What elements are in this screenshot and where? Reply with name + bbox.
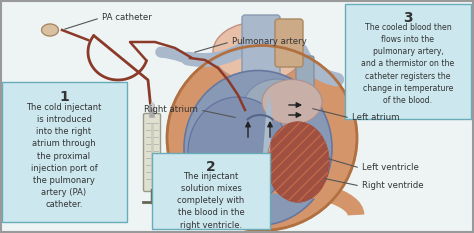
FancyBboxPatch shape bbox=[345, 4, 471, 119]
Text: Left ventricle: Left ventricle bbox=[362, 164, 419, 172]
Text: 1: 1 bbox=[59, 90, 69, 104]
Text: 2: 2 bbox=[206, 160, 216, 174]
FancyBboxPatch shape bbox=[144, 113, 161, 192]
Text: Right atrium: Right atrium bbox=[144, 106, 198, 114]
FancyBboxPatch shape bbox=[152, 153, 270, 229]
Ellipse shape bbox=[188, 97, 288, 207]
FancyBboxPatch shape bbox=[296, 56, 314, 95]
Ellipse shape bbox=[184, 71, 332, 226]
FancyBboxPatch shape bbox=[298, 90, 314, 124]
FancyBboxPatch shape bbox=[2, 82, 127, 222]
Text: Left atrium: Left atrium bbox=[352, 113, 400, 123]
Polygon shape bbox=[262, 90, 272, 185]
Polygon shape bbox=[42, 24, 58, 36]
Ellipse shape bbox=[262, 79, 322, 124]
Text: Pulmonary artery: Pulmonary artery bbox=[232, 38, 307, 47]
Ellipse shape bbox=[267, 122, 329, 202]
FancyArrowPatch shape bbox=[188, 49, 243, 60]
Text: The injectant
solution mixes
completely with
the blood in the
right ventricle.: The injectant solution mixes completely … bbox=[177, 172, 245, 230]
Ellipse shape bbox=[213, 22, 303, 82]
Text: 3: 3 bbox=[403, 11, 413, 25]
Text: The cold injectant
is introduced
into the right
atrium through
the proximal
inje: The cold injectant is introduced into th… bbox=[27, 103, 102, 209]
FancyArrowPatch shape bbox=[301, 51, 337, 80]
Text: The cooled blood then
flows into the
pulmonary artery,
and a thermistor on the
c: The cooled blood then flows into the pul… bbox=[361, 23, 455, 105]
Ellipse shape bbox=[244, 79, 312, 131]
Text: PA catheter: PA catheter bbox=[102, 13, 152, 21]
FancyBboxPatch shape bbox=[242, 15, 280, 76]
Ellipse shape bbox=[167, 45, 357, 230]
FancyArrowPatch shape bbox=[161, 52, 182, 57]
FancyBboxPatch shape bbox=[275, 19, 303, 67]
Text: Right ventride: Right ventride bbox=[362, 182, 424, 191]
